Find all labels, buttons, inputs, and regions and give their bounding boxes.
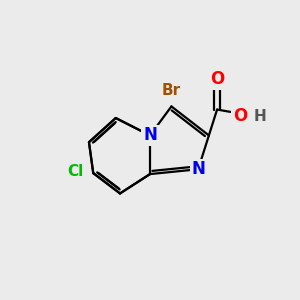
Text: O: O (233, 107, 247, 125)
Text: H: H (254, 109, 266, 124)
Text: O: O (210, 70, 224, 88)
Text: Cl: Cl (68, 164, 84, 179)
Text: Br: Br (162, 83, 181, 98)
Text: N: N (191, 160, 205, 178)
Text: N: N (143, 126, 157, 144)
